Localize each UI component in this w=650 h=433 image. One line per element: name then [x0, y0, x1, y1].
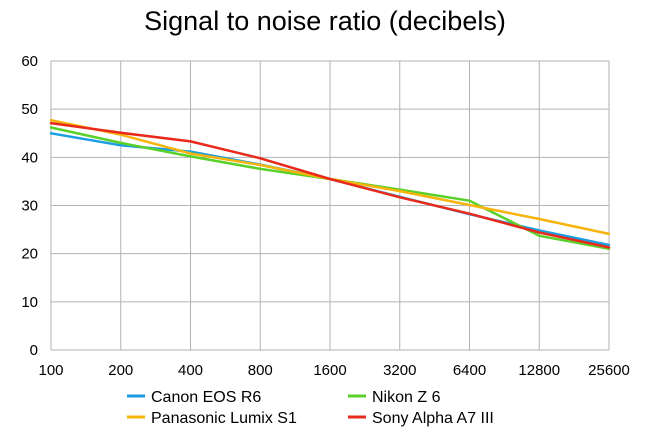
- y-tick-label: 60: [21, 53, 38, 70]
- chart-title: Signal to noise ratio (decibels): [144, 6, 506, 36]
- x-tick-label: 800: [248, 362, 273, 379]
- legend-label: Sony Alpha A7 III: [372, 410, 494, 427]
- legend-label: Nikon Z 6: [372, 389, 441, 406]
- y-tick-label: 30: [21, 198, 38, 215]
- legend: Canon EOS R6 Nikon Z 6 Panasonic Lumix S1 S…: [127, 389, 494, 427]
- x-tick-label: 400: [178, 362, 203, 379]
- x-tick-label: 100: [38, 362, 63, 379]
- y-tick-label: 50: [21, 101, 38, 118]
- grid-lines: [50, 60, 610, 351]
- x-tick-label: 3200: [383, 362, 416, 379]
- legend-label: Canon EOS R6: [151, 389, 261, 406]
- x-tick-label: 25600: [588, 362, 630, 379]
- y-tick-label: 40: [21, 149, 38, 166]
- legend-label: Panasonic Lumix S1: [151, 410, 297, 427]
- x-tick-label: 6400: [453, 362, 486, 379]
- x-tick-label: 12800: [518, 362, 560, 379]
- y-tick-label: 10: [21, 294, 38, 311]
- x-tick-label: 200: [108, 362, 133, 379]
- y-axis-ticks: 0 10 20 30 40 50 60: [21, 53, 38, 359]
- series-line-sony-alpha-a7-iii: [49, 121, 611, 249]
- x-tick-label: 1600: [313, 362, 346, 379]
- y-tick-label: 0: [30, 342, 38, 359]
- y-tick-label: 20: [21, 246, 38, 263]
- x-axis-ticks: 100 200 400 800 1600 3200 6400 12800 25600: [38, 362, 629, 379]
- series-lines: [49, 118, 611, 251]
